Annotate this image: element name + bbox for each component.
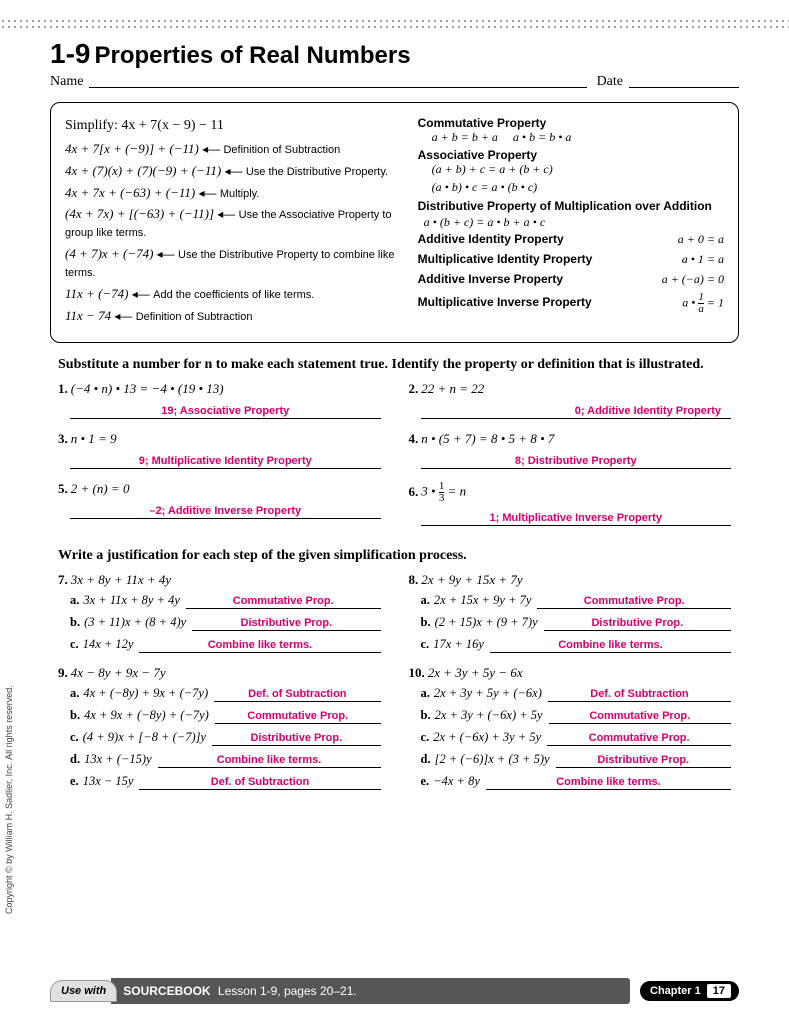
step-8a: a.2x + 15x + 9y + 7yCommutative Prop. bbox=[421, 593, 732, 609]
name-input-line[interactable] bbox=[89, 74, 586, 88]
name-date-row: Name Date bbox=[50, 74, 739, 90]
section1-problems: 1.(−4 • n) • 13 = −4 • (19 • 13) 19; Ass… bbox=[58, 381, 731, 538]
page-footer: Use with SOURCEBOOK Lesson 1-9, pages 20… bbox=[50, 978, 739, 1004]
problem-5: 5.2 + (n) = 0 bbox=[58, 481, 381, 497]
section2-instruction: Write a justification for each step of t… bbox=[58, 548, 739, 564]
example-step: 4x + 7[x + (−9)] + (−11) ◂— Definition o… bbox=[65, 140, 404, 158]
example-box: Simplify: 4x + 7(x − 9) − 11 4x + 7[x + … bbox=[50, 102, 739, 343]
step-9c: c.(4 + 9)x + [−8 + (−7)]yDistributive Pr… bbox=[70, 730, 381, 746]
step-7b: b.(3 + 11)x + (8 + 4)yDistributive Prop. bbox=[70, 615, 381, 631]
prop-distributive: Distributive Property of Multiplication … bbox=[418, 198, 724, 230]
prop-associative-title: Associative Property bbox=[418, 148, 724, 162]
example-step: 4x + (7)(x) + (7)(−9) + (−11) ◂— Use the… bbox=[65, 162, 404, 180]
prop-commutative-title: Commutative Property bbox=[418, 116, 724, 130]
problem-9: 9.4x − 8y + 9x − 7y a.4x + (−8y) + 9x + … bbox=[58, 665, 381, 796]
sourcebook-bar: SOURCEBOOK Lesson 1-9, pages 20–21. bbox=[111, 978, 630, 1004]
example-step: 4x + 7x + (−63) + (−11) ◂— Multiply. bbox=[65, 184, 404, 202]
step-9d: d.13x + (−15)yCombine like terms. bbox=[70, 752, 381, 768]
step-10d: d.[2 + (−6)]x + (3 + 5)yDistributive Pro… bbox=[421, 752, 732, 768]
copyright-text: Copyright © by William H. Sadlier, Inc. … bbox=[4, 685, 14, 914]
prop-mult-identity: Multiplicative Identity Property a • 1 =… bbox=[418, 252, 724, 270]
problem-2: 2.22 + n = 22 bbox=[409, 381, 732, 397]
step-9b: b.4x + 9x + (−8y) + (−7y)Commutative Pro… bbox=[70, 708, 381, 724]
step-8c: c.17x + 16yCombine like terms. bbox=[421, 637, 732, 653]
section2-problems-row2: 9.4x − 8y + 9x − 7y a.4x + (−8y) + 9x + … bbox=[58, 665, 731, 796]
example-step: 11x − 74 ◂— Definition of Subtraction bbox=[65, 307, 404, 325]
section1-col-left: 1.(−4 • n) • 13 = −4 • (19 • 13) 19; Ass… bbox=[58, 381, 381, 538]
step-9e: e.13x − 15yDef. of Subtraction bbox=[70, 774, 381, 790]
prop-add-identity: Additive Identity Property a + 0 = a bbox=[418, 232, 724, 250]
problem-1: 1.(−4 • n) • 13 = −4 • (19 • 13) bbox=[58, 381, 381, 397]
step-7c: c.14x + 12yCombine like terms. bbox=[70, 637, 381, 653]
problem-6: 6.3 • 13 = n bbox=[409, 481, 732, 504]
step-9a: a.4x + (−8y) + 9x + (−7y)Def. of Subtrac… bbox=[70, 686, 381, 702]
lesson-number: 1-9 bbox=[50, 38, 90, 69]
simplify-prompt: Simplify: 4x + 7(x − 9) − 11 bbox=[65, 117, 404, 136]
properties-list: Commutative Property a + b = b + a a • b… bbox=[418, 113, 724, 328]
step-10c: c.2x + (−6x) + 3y + 5yCommutative Prop. bbox=[421, 730, 732, 746]
prop-mult-inverse: Multiplicative Inverse Property a • 1a =… bbox=[418, 292, 724, 318]
step-10a: a.2x + 3y + 5y + (−6x)Def. of Subtractio… bbox=[421, 686, 732, 702]
example-step: (4 + 7)x + (−74) ◂— Use the Distributive… bbox=[65, 245, 404, 281]
answer-line-4[interactable]: 8; Distributive Property bbox=[421, 451, 732, 469]
dotted-border bbox=[0, 18, 789, 32]
prop-commutative-formula: a + b = b + a a • b = b • a bbox=[432, 130, 724, 145]
section1-col-right: 2.22 + n = 22 0; Additive Identity Prope… bbox=[409, 381, 732, 538]
answer-line-5[interactable]: –2; Additive Inverse Property bbox=[70, 501, 381, 519]
step-10b: b.2x + 3y + (−6x) + 5yCommutative Prop. bbox=[421, 708, 732, 724]
prop-add-inverse: Additive Inverse Property a + (−a) = 0 bbox=[418, 272, 724, 290]
problem-8: 8.2x + 9y + 15x + 7y a.2x + 15x + 9y + 7… bbox=[409, 572, 732, 659]
section1-instruction: Substitute a number for n to make each s… bbox=[58, 357, 739, 373]
date-input-line[interactable] bbox=[629, 74, 739, 88]
answer-line-3[interactable]: 9; Multiplicative Identity Property bbox=[70, 451, 381, 469]
answer-line-1[interactable]: 19; Associative Property bbox=[70, 401, 381, 419]
chapter-pill: Chapter 1 17 bbox=[640, 981, 739, 1001]
section2-problems-row1: 7.3x + 8y + 11x + 4y a.3x + 11x + 8y + 4… bbox=[58, 572, 731, 659]
example-step: 11x + (−74) ◂— Add the coefficients of l… bbox=[65, 285, 404, 303]
page-number: 17 bbox=[707, 984, 731, 998]
date-label: Date bbox=[597, 74, 623, 90]
name-label: Name bbox=[50, 74, 83, 90]
step-7a: a.3x + 11x + 8y + 4yCommutative Prop. bbox=[70, 593, 381, 609]
prop-associative-f2: (a • b) • c = a • (b • c) bbox=[432, 180, 724, 195]
use-with-tab: Use with bbox=[50, 980, 117, 1002]
lesson-title: 1-9 Properties of Real Numbers bbox=[50, 38, 739, 70]
example-step: (4x + 7x) + [(−63) + (−11)] ◂— Use the A… bbox=[65, 205, 404, 241]
lesson-name: Properties of Real Numbers bbox=[94, 42, 410, 69]
problem-10: 10.2x + 3y + 5y − 6x a.2x + 3y + 5y + (−… bbox=[409, 665, 732, 796]
worksheet-page: 1-9 Properties of Real Numbers Name Date… bbox=[0, 0, 789, 1024]
answer-line-6[interactable]: 1; Multiplicative Inverse Property bbox=[421, 508, 732, 526]
problem-3: 3.n • 1 = 9 bbox=[58, 431, 381, 447]
step-10e: e.−4x + 8yCombine like terms. bbox=[421, 774, 732, 790]
example-worked-steps: Simplify: 4x + 7(x − 9) − 11 4x + 7[x + … bbox=[65, 113, 404, 328]
step-8b: b.(2 + 15)x + (9 + 7)yDistributive Prop. bbox=[421, 615, 732, 631]
prop-associative-f1: (a + b) + c = a + (b + c) bbox=[432, 162, 724, 177]
problem-4: 4.n • (5 + 7) = 8 • 5 + 8 • 7 bbox=[409, 431, 732, 447]
problem-7: 7.3x + 8y + 11x + 4y a.3x + 11x + 8y + 4… bbox=[58, 572, 381, 659]
answer-line-2[interactable]: 0; Additive Identity Property bbox=[421, 401, 732, 419]
